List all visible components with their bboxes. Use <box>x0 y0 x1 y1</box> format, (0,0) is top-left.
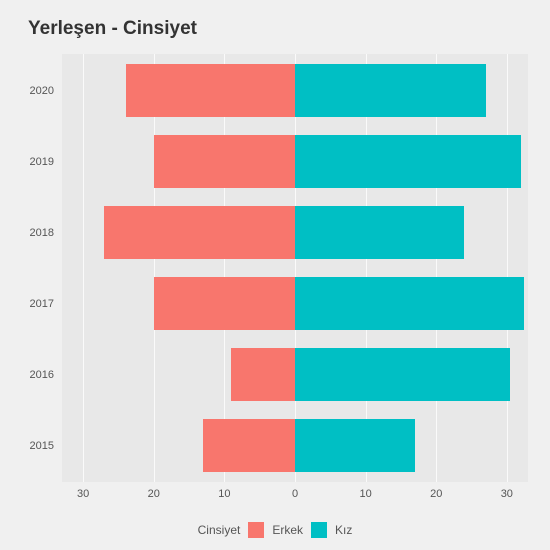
y-tick-label: 2019 <box>30 156 62 168</box>
x-tick-label: 30 <box>77 482 89 500</box>
legend-swatch-kiz <box>311 522 327 538</box>
y-tick-label: 2018 <box>30 227 62 239</box>
bar-kiz <box>295 348 510 401</box>
chart-title: Yerleşen - Cinsiyet <box>28 18 197 40</box>
legend-label-kiz: Kız <box>335 523 352 537</box>
legend: Cinsiyet Erkek Kız <box>0 522 550 538</box>
grid-line <box>154 54 155 482</box>
bar-kiz <box>295 277 524 330</box>
bar-kiz <box>295 135 521 188</box>
legend-label-erkek: Erkek <box>272 523 303 537</box>
x-tick-label: 20 <box>430 482 442 500</box>
y-tick-label: 2016 <box>30 369 62 381</box>
x-tick-label: 10 <box>359 482 371 500</box>
bar-erkek <box>154 277 295 330</box>
plot-area: 3020100102030202020192018201720162015 <box>62 54 528 482</box>
bar-erkek <box>126 64 295 117</box>
bar-kiz <box>295 64 486 117</box>
grid-line <box>83 54 84 482</box>
bar-erkek <box>154 135 295 188</box>
bar-kiz <box>295 419 415 472</box>
x-tick-label: 30 <box>501 482 513 500</box>
y-tick-label: 2017 <box>30 298 62 310</box>
grid-line <box>295 54 296 482</box>
bar-erkek <box>231 348 295 401</box>
grid-line <box>366 54 367 482</box>
x-tick-label: 10 <box>218 482 230 500</box>
y-tick-label: 2020 <box>30 85 62 97</box>
y-tick-label: 2015 <box>30 440 62 452</box>
bar-erkek <box>104 206 295 259</box>
bar-erkek <box>203 419 295 472</box>
grid-line <box>224 54 225 482</box>
bar-kiz <box>295 206 464 259</box>
legend-swatch-erkek <box>248 522 264 538</box>
grid-line <box>507 54 508 482</box>
legend-title: Cinsiyet <box>198 523 241 537</box>
x-tick-label: 20 <box>148 482 160 500</box>
grid-line <box>436 54 437 482</box>
x-tick-label: 0 <box>292 482 298 500</box>
